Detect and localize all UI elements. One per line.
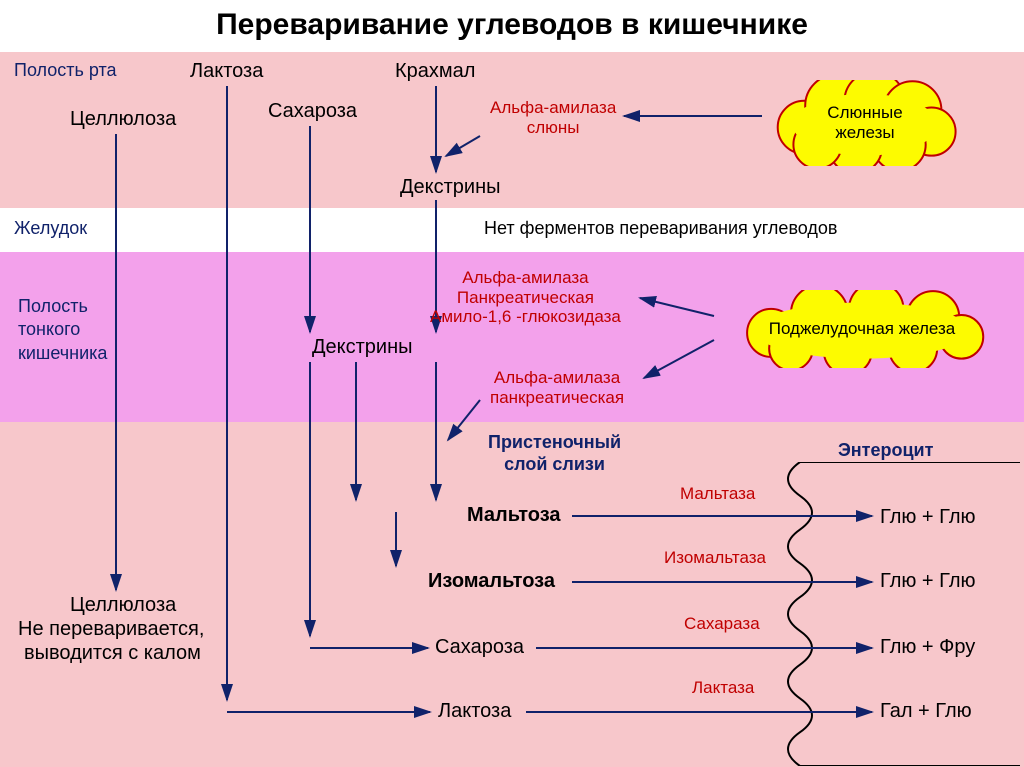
node-cell_note2: Не переваривается, — [18, 618, 204, 641]
node-glu_fru: Глю + Фру — [880, 636, 975, 659]
section-mouth: Полость рта — [14, 60, 117, 81]
node-maltose: Мальтоза — [467, 504, 561, 527]
node-cellulose: Целлюлоза — [70, 108, 176, 131]
cloud-label: Слюнные железы — [770, 80, 960, 166]
diagram-title: Переваривание углеводов в кишечнике — [0, 8, 1024, 42]
enzyme-isomaltase: Изомальтаза — [664, 548, 766, 568]
node-lactose_top: Лактоза — [190, 60, 263, 83]
enzyme-maltase: Мальтаза — [680, 484, 755, 504]
section-enterocyte: Энтероцит — [838, 440, 933, 461]
node-glu_glu1: Глю + Глю — [880, 506, 976, 529]
node-gal_glu: Гал + Глю — [880, 700, 972, 723]
node-glu_glu2: Глю + Глю — [880, 570, 976, 593]
cloud-saliva: Слюнные железы — [770, 80, 960, 166]
section-stomach: Желудок — [14, 218, 87, 239]
node-dextrins2: Декстрины — [312, 336, 413, 359]
node-sucrose_bot: Сахароза — [435, 636, 524, 659]
section-mucus: Пристеночный слой слизи — [488, 432, 621, 475]
node-cell_note: Целлюлоза — [70, 594, 176, 617]
node-lactose_bot: Лактоза — [438, 700, 511, 723]
cloud-pancreas: Поджелудочная железа — [720, 290, 1004, 368]
node-isomaltose: Изомальтоза — [428, 570, 555, 593]
enzyme-sucrase: Сахараза — [684, 614, 760, 634]
enzyme-amylase_saliva: Альфа-амилаза слюны — [490, 98, 616, 137]
node-no_enz: Нет ферментов переваривания углеводов — [484, 218, 838, 239]
node-starch: Крахмал — [395, 60, 475, 83]
enzyme-pancr_block: Альфа-амилаза Панкреатическая Амило-1,6 … — [430, 268, 621, 327]
cloud-label: Поджелудочная железа — [720, 290, 1004, 368]
node-cell_note3: выводится с калом — [24, 642, 201, 665]
enzyme-lactase: Лактаза — [692, 678, 754, 698]
enzyme-amylase_pancr2: Альфа-амилаза панкреатическая — [490, 368, 624, 407]
section-small: Полость тонкого кишечника — [18, 295, 107, 365]
node-dextrins1: Декстрины — [400, 176, 501, 199]
node-sucrose_top: Сахароза — [268, 100, 357, 123]
